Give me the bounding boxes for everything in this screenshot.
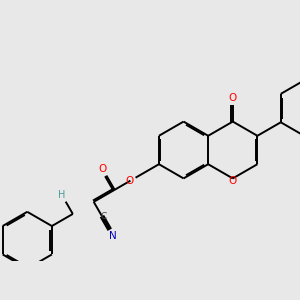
Text: C: C — [100, 212, 106, 220]
Text: H: H — [58, 190, 66, 200]
Text: O: O — [229, 176, 237, 186]
Text: N: N — [110, 231, 117, 241]
Text: O: O — [125, 176, 134, 186]
Text: O: O — [229, 93, 237, 103]
Text: O: O — [99, 164, 107, 174]
